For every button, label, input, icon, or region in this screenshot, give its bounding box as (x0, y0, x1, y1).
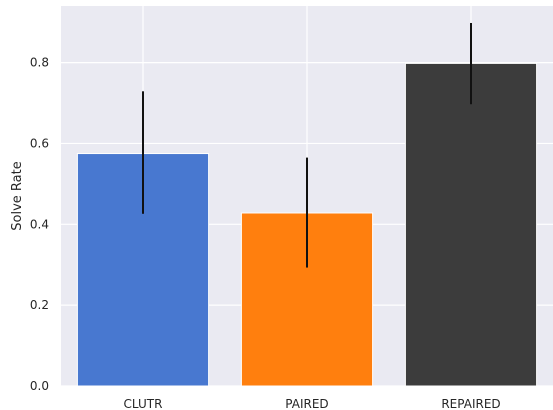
x-tick-label-clutr: CLUTR (124, 397, 163, 410)
y-tick-label: 0.8 (30, 56, 49, 70)
y-axis-label: Solve Rate (10, 161, 25, 230)
y-tick-label: 0.6 (30, 136, 49, 150)
bar-repaired (404, 62, 538, 387)
y-tick-label: 0.0 (30, 379, 49, 393)
x-tick-label-repaired: REPAIRED (441, 397, 500, 410)
y-tick-labels: 0.0 0.2 0.4 0.6 0.8 (30, 56, 49, 393)
y-tick-label: 0.4 (30, 217, 49, 231)
y-tick-label: 0.2 (30, 298, 49, 312)
error-bars (142, 22, 472, 268)
x-tick-labels: CLUTR PAIRED REPAIRED (124, 397, 501, 410)
x-tick-label-paired: PAIRED (285, 397, 328, 410)
bars (76, 62, 538, 387)
